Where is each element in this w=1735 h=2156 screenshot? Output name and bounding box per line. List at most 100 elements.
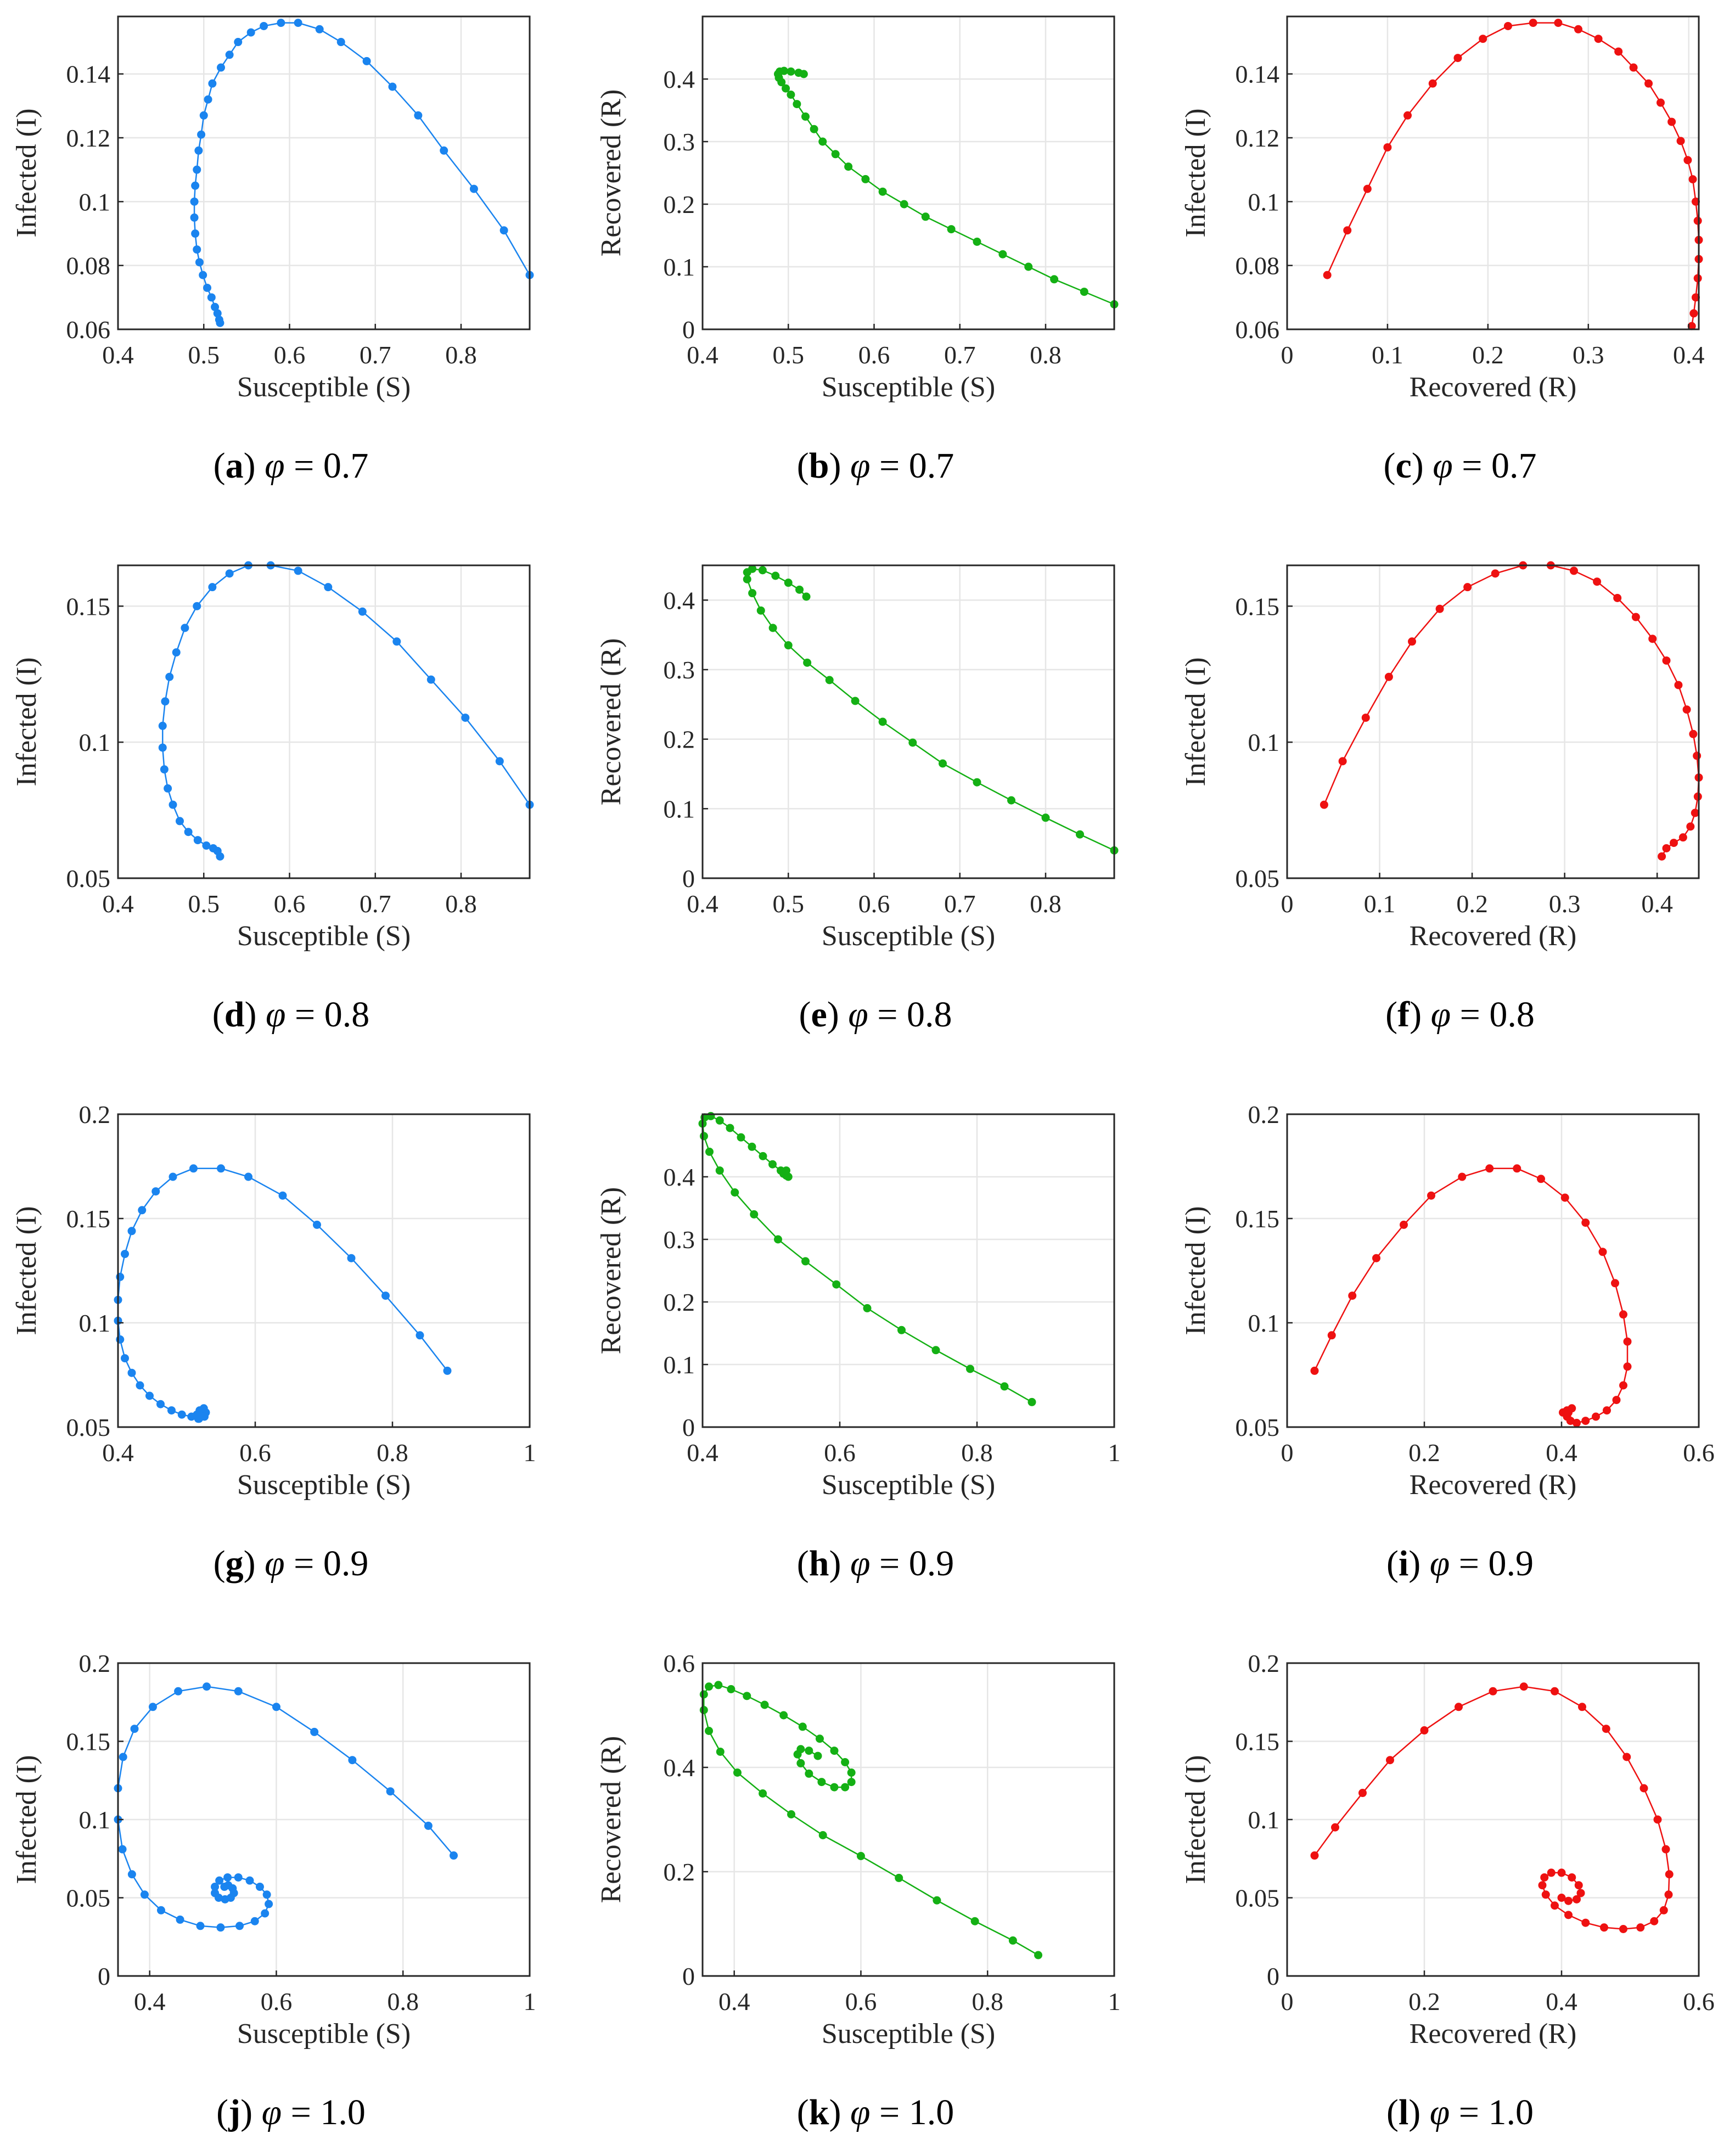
x-axis-label: Recovered (R)	[1410, 920, 1577, 952]
data-point	[970, 1917, 979, 1925]
data-point	[1581, 1219, 1590, 1227]
data-point	[1557, 1894, 1566, 1902]
series-line-c	[1327, 22, 1700, 327]
data-point	[758, 566, 767, 575]
data-point	[771, 571, 780, 580]
data-point	[1661, 1845, 1670, 1854]
data-point	[203, 283, 211, 292]
y-tick-label: 0.1	[79, 188, 111, 216]
data-point	[213, 309, 222, 318]
data-point	[172, 648, 181, 657]
data-point	[1629, 63, 1638, 72]
data-point	[1320, 800, 1328, 809]
data-point	[705, 1147, 714, 1156]
data-point	[1331, 1823, 1339, 1832]
x-tick-label: 0.2	[1408, 1987, 1440, 2015]
data-point	[1435, 604, 1444, 613]
y-tick-label: 0.05	[1236, 864, 1280, 892]
data-point	[947, 225, 956, 234]
data-point	[939, 759, 947, 768]
y-tick-label: 0.1	[1248, 188, 1280, 216]
data-point	[1080, 288, 1088, 296]
x-tick-label: 0.8	[445, 890, 477, 918]
data-point	[225, 50, 234, 59]
data-point	[177, 1410, 186, 1419]
x-tick-label: 0.6	[824, 1439, 856, 1467]
data-point	[156, 1906, 165, 1914]
data-point	[1636, 1923, 1645, 1932]
data-point	[700, 1132, 708, 1141]
data-point	[699, 1690, 708, 1699]
data-point	[921, 212, 930, 221]
data-point	[759, 1152, 767, 1160]
data-point	[414, 111, 423, 120]
data-point	[1656, 98, 1665, 107]
data-point	[1007, 796, 1015, 805]
y-axis-label: Infected (I)	[11, 108, 42, 237]
data-point	[1619, 1925, 1627, 1933]
data-point	[167, 1406, 176, 1415]
data-point	[830, 1783, 839, 1792]
data-point	[1678, 833, 1687, 842]
data-point	[705, 1682, 714, 1691]
y-tick-label: 0.3	[664, 656, 695, 684]
data-point	[1551, 1901, 1559, 1910]
x-tick-label: 0.8	[377, 1439, 408, 1467]
data-point	[782, 1166, 790, 1175]
data-point	[160, 765, 169, 774]
x-tick-label: 0.6	[1683, 1439, 1715, 1467]
data-point	[733, 1768, 742, 1777]
x-tick-label: 0.4	[1546, 1987, 1577, 2015]
data-point	[204, 95, 212, 104]
data-point	[1659, 1906, 1668, 1914]
data-point	[1000, 1382, 1009, 1391]
data-point	[1612, 1396, 1621, 1405]
data-point	[1669, 839, 1678, 847]
data-point	[815, 1734, 824, 1743]
data-point	[347, 1254, 356, 1262]
data-point	[1683, 156, 1692, 165]
data-point	[211, 302, 220, 311]
data-point	[832, 1280, 841, 1289]
data-point	[202, 841, 211, 850]
x-tick-label: 0.7	[944, 341, 976, 369]
data-point	[1693, 274, 1702, 283]
x-axis-label: Susceptible (S)	[237, 2018, 411, 2050]
data-point	[1688, 175, 1697, 184]
data-point	[1689, 309, 1698, 318]
x-tick-label: 0.8	[961, 1439, 993, 1467]
data-point	[119, 1753, 127, 1761]
data-point	[415, 1331, 424, 1340]
data-point	[750, 1210, 759, 1219]
panel-b: 0.4 0.5 0.6 0.7 0.8 0 0.1 0.2 0.3 0.4 Susceptible …	[596, 15, 1119, 486]
data-point	[1568, 1873, 1576, 1882]
data-point	[193, 165, 201, 174]
panel-a: 0.4 0.5 0.6 0.7 0.8 0.06 0.08 0.1 0.12 0.14 Suscep…	[11, 15, 534, 486]
data-point	[127, 1368, 136, 1377]
data-point	[861, 175, 870, 183]
x-tick-label: 1	[1108, 1439, 1121, 1467]
x-tick-label: 0	[1281, 890, 1294, 918]
data-point	[998, 250, 1007, 259]
data-point	[1455, 1703, 1463, 1711]
data-point	[499, 226, 508, 235]
data-point	[1693, 792, 1702, 801]
y-tick-label: 0.2	[1248, 1649, 1280, 1677]
panel-f: 0 0.1 0.2 0.3 0.4 0.05 0.1 0.15 Recovered (R) Inf…	[1180, 561, 1703, 1035]
y-tick-label: 0.15	[1236, 592, 1280, 620]
data-point	[1489, 1687, 1497, 1695]
x-tick-label: 0.4	[102, 890, 134, 918]
data-point	[908, 738, 917, 747]
x-tick-label: 0.6	[274, 341, 306, 369]
data-point	[787, 91, 795, 99]
data-point	[1403, 111, 1412, 120]
panel-caption: (c) φ = 0.7	[1383, 446, 1536, 486]
y-tick-label: 0.1	[79, 728, 111, 756]
data-point	[1676, 137, 1685, 145]
y-tick-label: 0.08	[1236, 252, 1280, 280]
x-axis-label: Recovered (R)	[1410, 372, 1577, 403]
panel-e: 0.4 0.5 0.6 0.7 0.8 0 0.1 0.2 0.3 0.4 Susceptible …	[596, 564, 1119, 1035]
x-axis-label: Susceptible (S)	[822, 920, 995, 952]
x-tick-label: 0.6	[261, 1987, 293, 2015]
